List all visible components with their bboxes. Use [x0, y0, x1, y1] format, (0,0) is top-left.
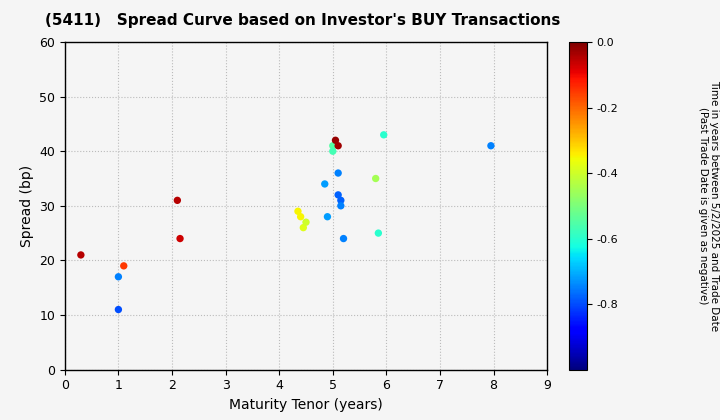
Point [174, 235, 186, 242]
Point [118, 262, 130, 269]
Y-axis label: Time in years between 5/2/2025 and Trade Date
(Past Trade Date is given as negat: Time in years between 5/2/2025 and Trade… [698, 80, 719, 331]
Point [171, 197, 183, 204]
Point [338, 235, 349, 242]
Point [292, 208, 304, 215]
Point [378, 131, 390, 138]
Point [112, 306, 124, 313]
Y-axis label: Spread (bp): Spread (bp) [19, 165, 34, 247]
Point [327, 148, 338, 155]
Point [295, 213, 307, 220]
Point [75, 252, 86, 258]
Point [373, 230, 384, 236]
Point [112, 273, 124, 280]
Point [335, 202, 346, 209]
Point [300, 219, 312, 226]
Point [485, 142, 497, 149]
Point [319, 181, 330, 187]
Point [327, 142, 338, 149]
Point [333, 170, 344, 176]
Point [335, 197, 346, 204]
Point [330, 137, 341, 144]
Point [333, 142, 344, 149]
Text: (5411)   Spread Curve based on Investor's BUY Transactions: (5411) Spread Curve based on Investor's … [45, 13, 560, 28]
Point [322, 213, 333, 220]
X-axis label: Maturity Tenor (years): Maturity Tenor (years) [229, 398, 383, 412]
Point [297, 224, 309, 231]
Point [333, 192, 344, 198]
Point [370, 175, 382, 182]
